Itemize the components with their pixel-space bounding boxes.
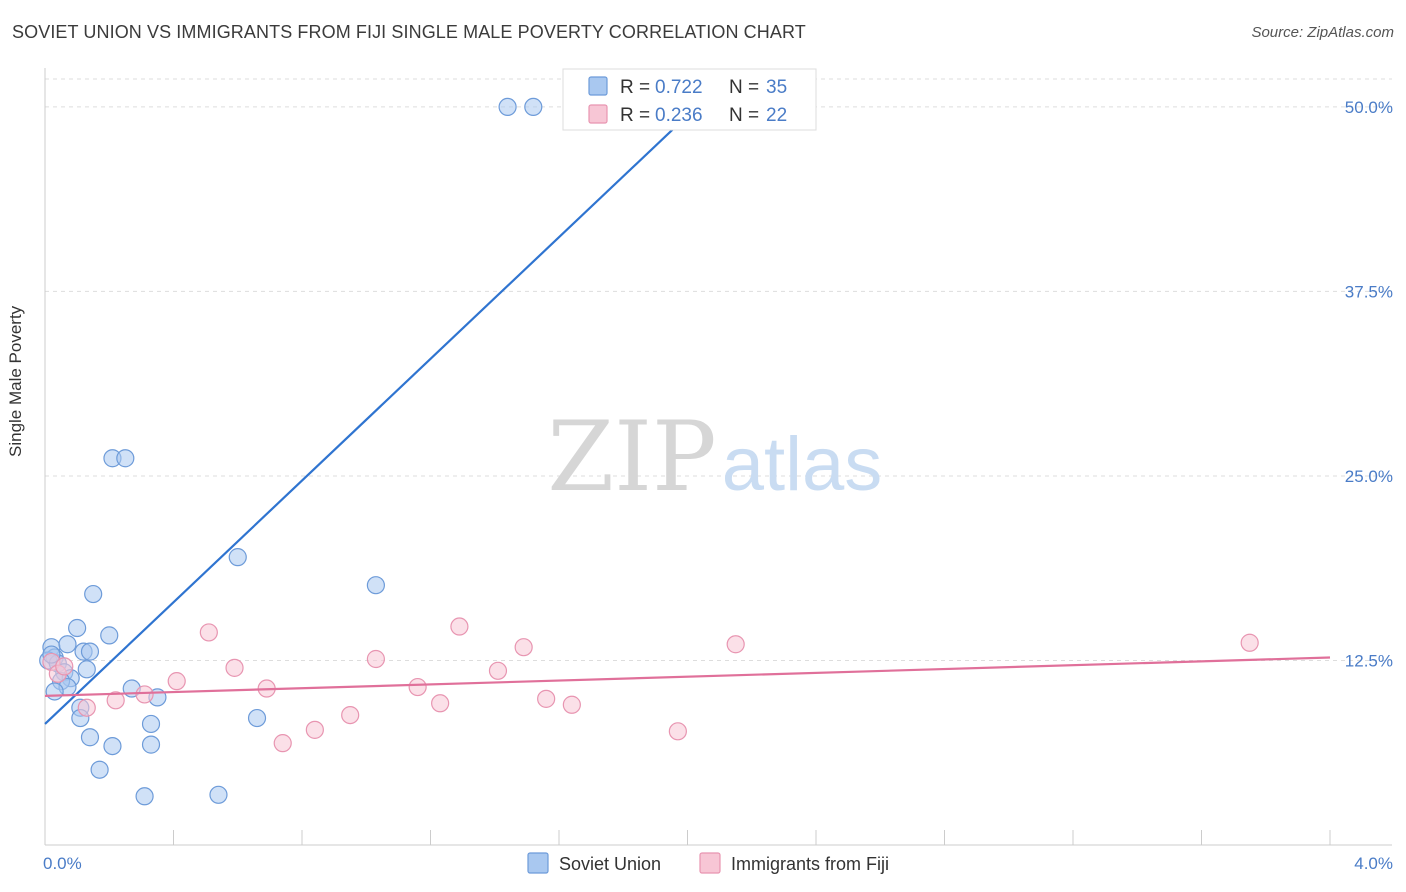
source-credit: Source: ZipAtlas.com <box>1251 24 1394 41</box>
fiji-point <box>199 623 218 642</box>
soviet-union-point <box>45 682 64 701</box>
legend-r-value: 0.236 <box>655 105 703 126</box>
fiji-point <box>450 617 469 636</box>
fiji-point <box>514 638 533 657</box>
fiji-point <box>135 685 154 704</box>
legend-r-label: R = <box>620 77 650 98</box>
fiji-point <box>726 635 745 654</box>
fiji-point <box>668 722 687 741</box>
y-tick-label: 25.0% <box>1345 467 1393 486</box>
data-points <box>39 97 1259 806</box>
soviet-union-point <box>524 97 543 117</box>
fiji-point <box>225 658 244 677</box>
soviet-union-point <box>77 660 96 679</box>
fiji-point <box>366 649 385 669</box>
soviet-union-point <box>141 735 161 754</box>
bottom-legend: Soviet Union Immigrants from Fiji <box>527 852 889 874</box>
grid <box>45 78 1392 661</box>
soviet-union-point <box>209 785 228 804</box>
soviet-union-point <box>90 760 109 779</box>
legend-n-label: N = <box>729 105 759 126</box>
fiji-point <box>431 694 450 713</box>
fiji-point <box>562 695 581 714</box>
fiji-trend-line <box>44 656 1331 698</box>
fiji-point <box>305 720 324 739</box>
axes <box>44 68 1392 846</box>
bottom-legend-swatch-blue <box>527 852 549 874</box>
soviet-union-trend-line <box>44 123 679 725</box>
fiji-point <box>537 689 556 708</box>
soviet-union-point <box>135 787 154 806</box>
legend-n-value: 35 <box>766 77 787 98</box>
legend-swatch-blue <box>588 76 608 96</box>
legend-n-label: N = <box>729 77 759 98</box>
soviet-union-point <box>247 708 267 728</box>
soviet-union-point <box>80 642 100 661</box>
soviet-union-point <box>68 618 87 638</box>
y-tick-label: 50.0% <box>1345 98 1393 117</box>
legend-r-label: R = <box>620 105 650 126</box>
soviet-union-point <box>103 736 122 756</box>
legend-n-value: 22 <box>766 105 787 126</box>
soviet-union-point <box>100 626 119 645</box>
legend-r-value: 0.722 <box>655 77 703 98</box>
fiji-point <box>55 657 74 676</box>
soviet-union-point <box>116 449 135 468</box>
y-tick-label: 12.5% <box>1345 651 1393 670</box>
bottom-legend-label: Soviet Union <box>559 854 661 874</box>
watermark-zip: ZIP <box>547 401 716 513</box>
soviet-union-point <box>228 548 247 567</box>
watermark: ZIP atlas <box>547 401 882 513</box>
chart-title: SOVIET UNION VS IMMIGRANTS FROM FIJI SIN… <box>12 22 806 42</box>
x-tick-label-max: 4.0% <box>1354 854 1393 873</box>
soviet-union-point <box>58 635 77 654</box>
fiji-point <box>77 698 96 717</box>
fiji-point <box>341 705 360 725</box>
soviet-union-point <box>84 584 103 604</box>
legend: R = 0.722 N = 35 R = 0.236 N = 22 <box>562 68 817 131</box>
fiji-point <box>1240 633 1259 652</box>
soviet-union-point <box>80 728 100 747</box>
soviet-union-point <box>498 97 517 117</box>
watermark-atlas: atlas <box>722 422 883 507</box>
fiji-point <box>408 677 427 697</box>
fiji-point <box>106 691 125 710</box>
y-tick-label: 37.5% <box>1345 282 1393 301</box>
fiji-point <box>273 734 292 753</box>
soviet-union-point <box>366 576 385 595</box>
legend-swatch-pink <box>588 104 608 124</box>
soviet-union-point <box>141 714 161 734</box>
x-tick-label-min: 0.0% <box>43 854 82 873</box>
trend-lines <box>44 123 1331 725</box>
bottom-legend-swatch-pink <box>699 852 721 874</box>
bottom-legend-label: Immigrants from Fiji <box>731 854 889 874</box>
fiji-point <box>488 661 508 680</box>
fiji-point <box>167 672 186 691</box>
tick-labels: 12.5% 25.0% 37.5% 50.0% 0.0% 4.0% <box>43 98 1393 873</box>
